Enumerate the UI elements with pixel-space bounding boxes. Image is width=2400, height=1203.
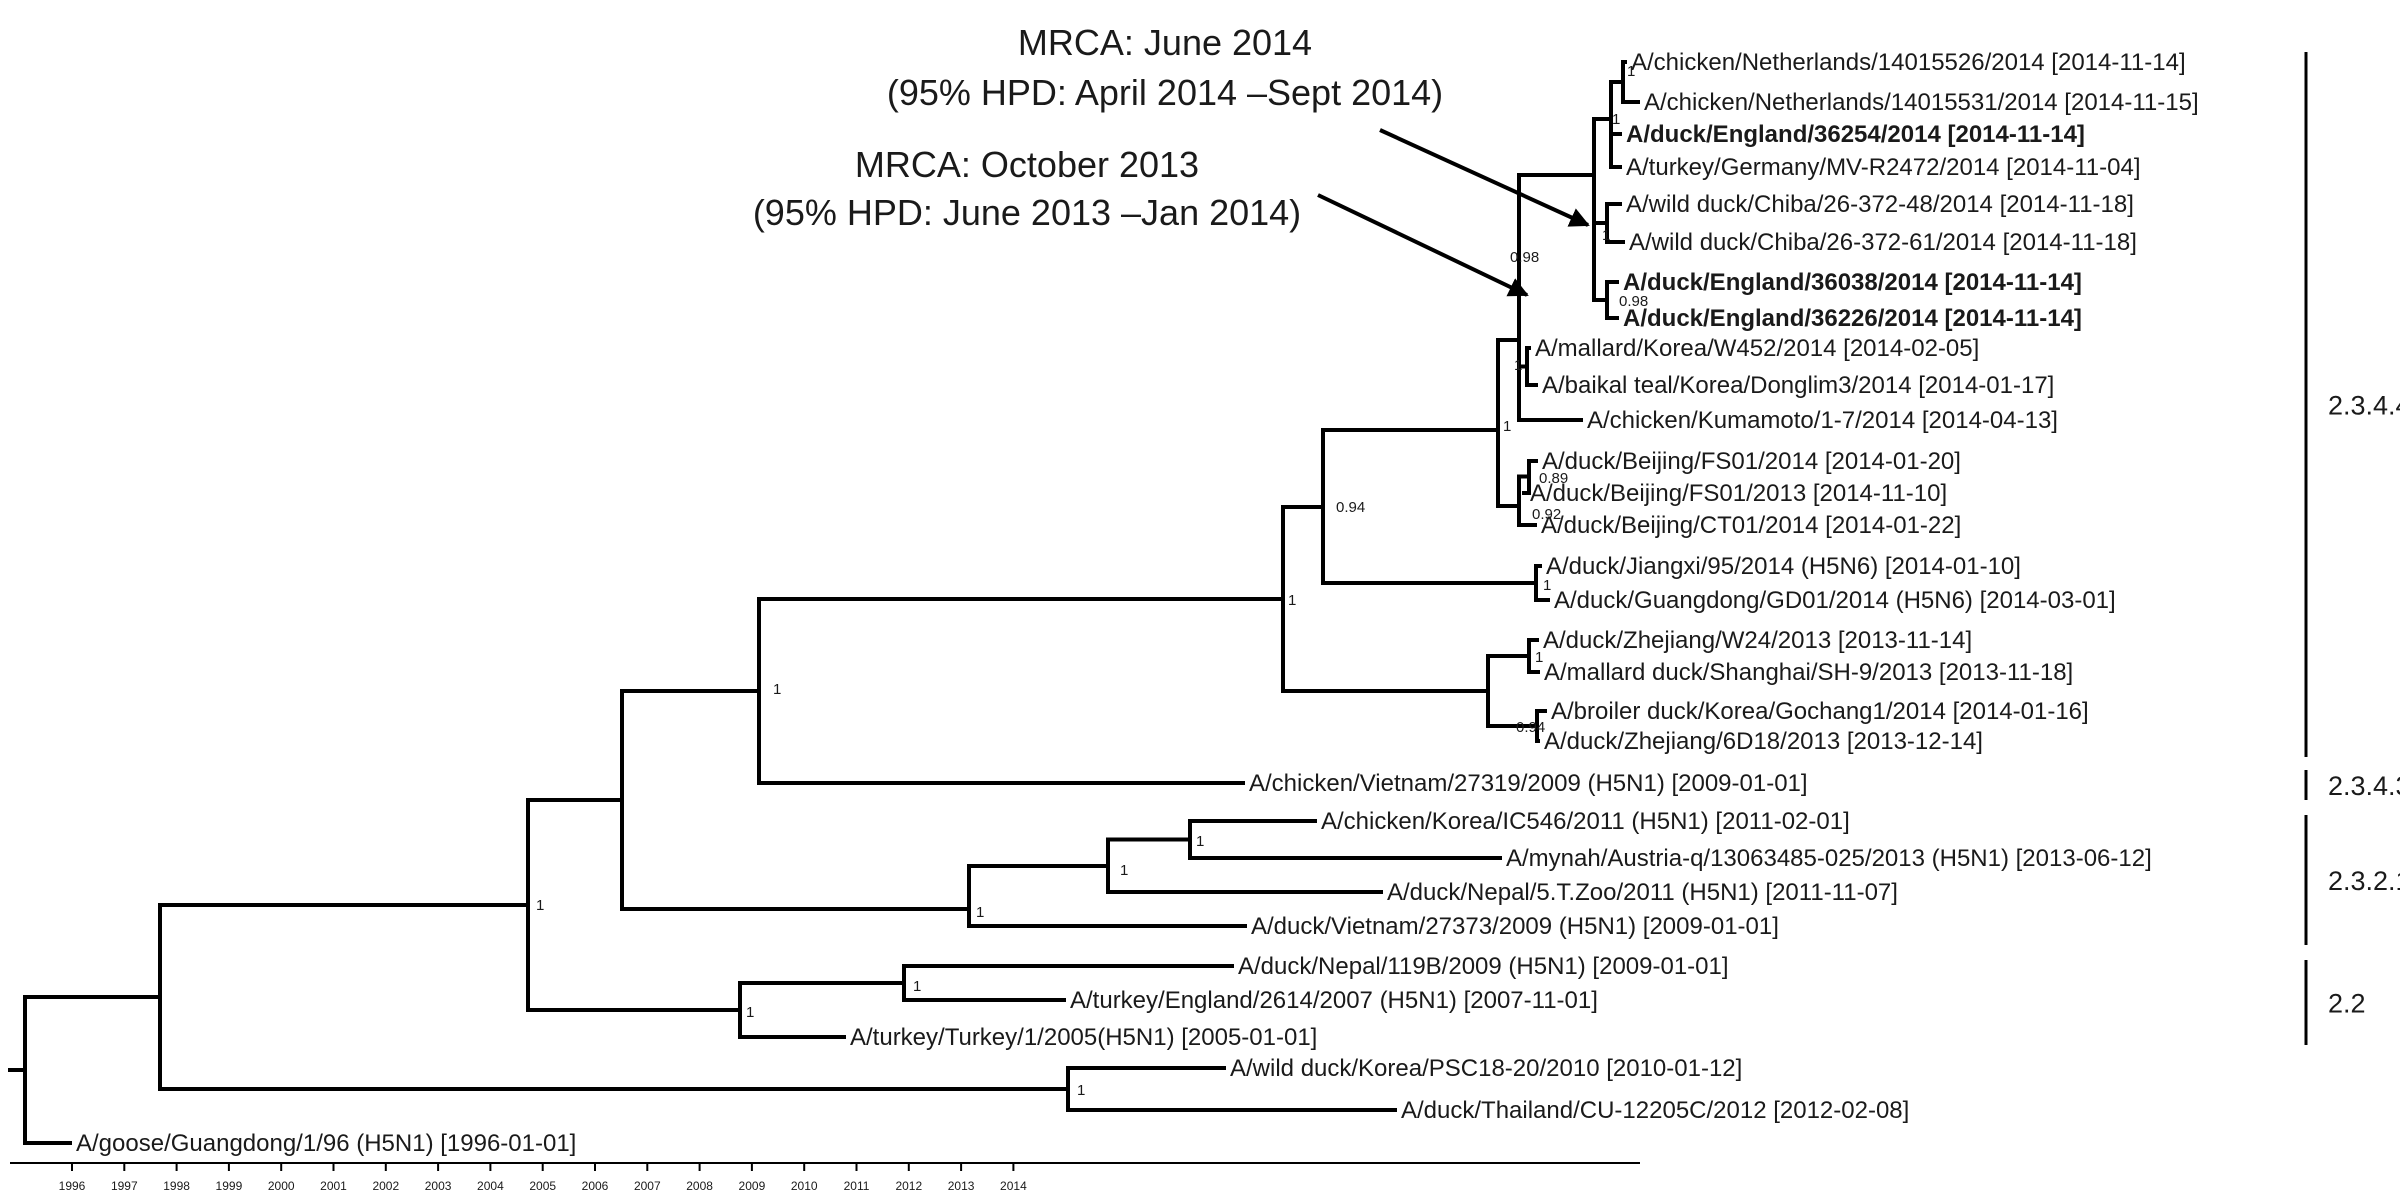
axis-tick-label: 2003: [425, 1179, 452, 1193]
support-value: 1: [1514, 357, 1522, 374]
tip-label: A/broiler duck/Korea/Gochang1/2014 [2014…: [1551, 698, 2089, 725]
support-value: 1: [1077, 1082, 1085, 1099]
tip-label: A/turkey/England/2614/2007 (H5N1) [2007-…: [1070, 987, 1598, 1014]
support-value: 0.98: [1619, 293, 1648, 310]
annotation-arrow: [1379, 128, 1590, 227]
tip-label: A/duck/Zhejiang/W24/2013 [2013-11-14]: [1543, 627, 1972, 654]
tip-label: A/wild duck/Korea/PSC18-20/2010 [2010-01…: [1230, 1055, 1742, 1082]
axis-tick-label: 2011: [844, 1179, 870, 1193]
tip-label: A/duck/Zhejiang/6D18/2013 [2013-12-14]: [1544, 728, 1983, 755]
axis-tick-label: 2008: [686, 1179, 713, 1193]
axis-tick-label: 1999: [216, 1179, 243, 1193]
tip-label: A/duck/Thailand/CU-12205C/2012 [2012-02-…: [1401, 1097, 1909, 1124]
tip-label: A/mynah/Austria-q/13063485-025/2013 (H5N…: [1506, 845, 2152, 872]
axis-tick-label: 2009: [739, 1179, 766, 1193]
tip-label: A/goose/Guangdong/1/96 (H5N1) [1996-01-0…: [76, 1130, 576, 1157]
annotation-arrow: [1317, 193, 1529, 297]
support-value: 1: [746, 1004, 754, 1021]
support-value: 1: [1503, 418, 1511, 435]
support-value: 1: [773, 681, 781, 698]
support-value: 0.92: [1532, 506, 1561, 523]
axis-tick-label: 2013: [948, 1179, 975, 1193]
axis-tick-label: 2001: [320, 1179, 347, 1193]
clade-label: 2.3.4.4: [2328, 391, 2400, 421]
clade-label: 2.2: [2328, 989, 2366, 1019]
tip-label: A/chicken/Korea/IC546/2011 (H5N1) [2011-…: [1321, 808, 1850, 835]
tip-label: A/duck/Nepal/119B/2009 (H5N1) [2009-01-0…: [1238, 953, 1729, 980]
tip-labels: A/chicken/Netherlands/14015526/2014 [201…: [76, 49, 2199, 1157]
mrca-date: MRCA: June 2014: [1018, 22, 1312, 63]
support-value: 1: [1612, 111, 1620, 128]
axis-tick-label: 2010: [791, 1179, 818, 1193]
tip-label: A/duck/Beijing/CT01/2014 [2014-01-22]: [1541, 512, 1961, 539]
tip-label: A/duck/England/36038/2014 [2014-11-14]: [1623, 269, 2082, 296]
support-value: 0.94: [1336, 499, 1365, 516]
tip-label: A/duck/Jiangxi/95/2014 (H5N6) [2014-01-1…: [1546, 553, 2021, 580]
support-value: 1: [1196, 833, 1204, 850]
tip-label: A/mallard duck/Shanghai/SH-9/2013 [2013-…: [1544, 659, 2073, 686]
support-value: 1: [1543, 577, 1551, 594]
tip-label: A/chicken/Kumamoto/1-7/2014 [2014-04-13]: [1587, 407, 2058, 434]
axis-tick-label: 2005: [529, 1179, 556, 1193]
tip-label: A/duck/England/36226/2014 [2014-11-14]: [1623, 305, 2082, 332]
tip-label: A/wild duck/Chiba/26-372-61/2014 [2014-1…: [1629, 229, 2137, 256]
tip-label: A/duck/Beijing/FS01/2013 [2014-11-10]: [1530, 480, 1947, 507]
tip-label: A/turkey/Turkey/1/2005(H5N1) [2005-01-01…: [850, 1024, 1317, 1051]
support-value: 1: [1120, 862, 1128, 879]
support-value: 1: [1602, 227, 1610, 244]
support-value: 1: [1627, 63, 1635, 80]
tip-label: A/duck/Vietnam/27373/2009 (H5N1) [2009-0…: [1251, 913, 1779, 940]
mrca-annotations: MRCA: June 2014 (95% HPD: April 2014 –Sep…: [753, 22, 1590, 297]
support-value: 1: [536, 897, 544, 914]
tip-label: A/turkey/Germany/MV-R2472/2014 [2014-11-…: [1626, 154, 2141, 181]
tip-label: A/duck/Nepal/5.T.Zoo/2011 (H5N1) [2011-1…: [1387, 879, 1898, 906]
mrca-hpd: (95% HPD: April 2014 –Sept 2014): [887, 72, 1443, 113]
support-value: 1: [976, 904, 984, 921]
axis-tick-label: 2012: [895, 1179, 922, 1193]
tip-label: A/chicken/Netherlands/14015531/2014 [201…: [1644, 89, 2199, 116]
axis-tick-label: 2014: [1000, 1179, 1027, 1193]
axis-tick-label: 2004: [477, 1179, 504, 1193]
tip-label: A/duck/England/36254/2014 [2014-11-14]: [1626, 121, 2085, 148]
mrca-date: MRCA: October 2013: [855, 144, 1199, 185]
tip-label: A/duck/Beijing/FS01/2014 [2014-01-20]: [1542, 448, 1961, 475]
tip-label: A/baikal teal/Korea/Donglim3/2014 [2014-…: [1542, 372, 2054, 399]
tip-label: A/chicken/Vietnam/27319/2009 (H5N1) [200…: [1249, 770, 1808, 797]
tree-branches: [8, 60, 1640, 1145]
tip-label: A/mallard/Korea/W452/2014 [2014-02-05]: [1535, 335, 1979, 362]
clade-label: 2.3.4.3: [2328, 771, 2400, 801]
axis-tick-label: 1996: [59, 1179, 86, 1193]
axis-tick-label: 1998: [163, 1179, 190, 1193]
tip-label: A/wild duck/Chiba/26-372-48/2014 [2014-1…: [1626, 191, 2134, 218]
tip-label: A/chicken/Netherlands/14015526/2014 [201…: [1631, 49, 2186, 76]
support-value: 1: [913, 978, 921, 995]
support-value: 1: [1535, 649, 1543, 666]
clade-label: 2.3.2.1: [2328, 866, 2400, 896]
axis-tick-label: 2000: [268, 1179, 295, 1193]
node-support-values: 1 1 1 0.98 0.98 1 1 0.89 0.92 1 0.94 1 0.94 1 1 1 1 1 1 1 1 1: [536, 63, 1648, 1099]
mrca-hpd: (95% HPD: June 2013 –Jan 2014): [753, 192, 1301, 233]
axis-tick-label: 2007: [634, 1179, 661, 1193]
support-value: 1: [1288, 592, 1296, 609]
axis-tick-label: 2002: [372, 1179, 399, 1193]
axis-tick-label: 2006: [582, 1179, 609, 1193]
support-value: 0.94: [1516, 719, 1545, 736]
clade-brackets: 2.3.4.4 2.3.4.3 2.3.2.1 2.2: [2304, 52, 2400, 1045]
support-value: 0.98: [1510, 249, 1539, 266]
support-value: 0.89: [1539, 470, 1568, 487]
tip-label: A/duck/Guangdong/GD01/2014 (H5N6) [2014-…: [1554, 587, 2116, 614]
axis-tick-label: 1997: [111, 1179, 138, 1193]
time-axis: 1996 1997 1998 1999 2000 2001 2002 2003 2004 2005…: [10, 1162, 1640, 1193]
